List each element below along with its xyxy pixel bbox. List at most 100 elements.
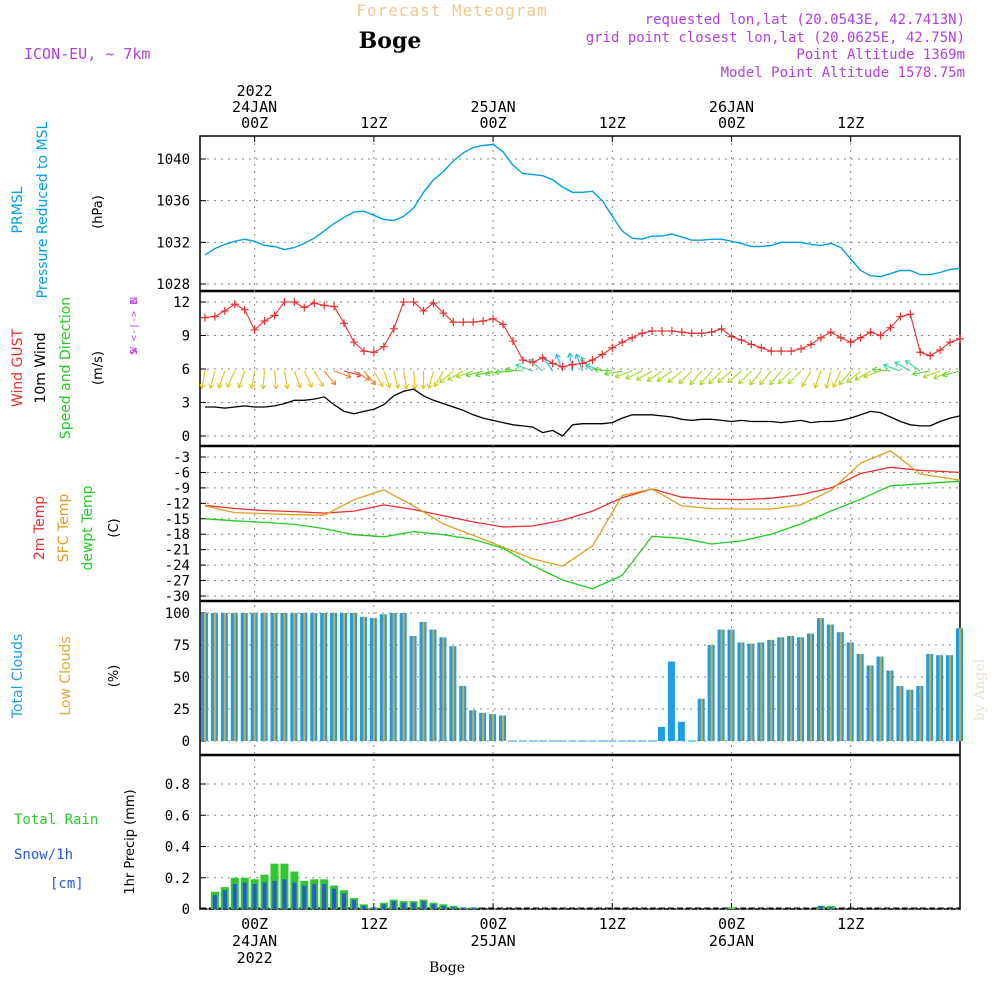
wind-arrow-head — [484, 370, 491, 377]
time-label-top: 12Z — [599, 114, 626, 132]
value-tick-label: 75 — [173, 638, 190, 654]
low-cloud-bar — [700, 698, 703, 741]
gust-marker — [369, 348, 378, 357]
value-tick-label: -12 — [165, 496, 190, 512]
low-cloud-bar — [720, 629, 723, 741]
wind-direction-arrow — [942, 370, 961, 377]
time-label-bottom: 00Z — [718, 915, 745, 933]
low-cloud-bar — [780, 637, 783, 741]
wind-arrow-head — [933, 374, 939, 380]
wind-direction-arrow — [923, 370, 941, 378]
value-tick-label: -30 — [165, 589, 190, 605]
wind10m-line — [205, 388, 961, 437]
low-cloud-bar — [203, 613, 206, 741]
gust-marker — [240, 305, 249, 314]
wind-direction-arrow — [393, 370, 399, 389]
wind-arrow-head — [283, 383, 290, 390]
low-cloud-bar — [740, 642, 743, 741]
gust-marker — [528, 358, 537, 367]
gust-marker — [787, 347, 796, 356]
snow-bar — [322, 884, 327, 909]
wind-arrow-head — [838, 379, 845, 386]
snow-bar — [371, 907, 376, 909]
wind-arrow-head — [912, 370, 918, 377]
low-cloud-bar — [333, 613, 336, 741]
wind-direction-arrow — [636, 370, 653, 381]
low-cloud-bar — [949, 655, 952, 741]
wind-direction-arrow — [777, 370, 792, 385]
wind-direction-arrow — [872, 368, 891, 372]
wind-arrow-head — [678, 378, 685, 385]
model-altitude: Model Point Altitude 1578.75m — [721, 65, 965, 81]
snow-bar — [302, 885, 307, 909]
temp-line — [204, 480, 961, 590]
gust-marker — [538, 353, 547, 362]
total-cloud-bar — [677, 721, 685, 741]
time-label-top: 00Z — [480, 114, 507, 132]
low-cloud-bar — [829, 624, 832, 741]
gust-marker — [628, 333, 637, 342]
t2m-label: 2m Temp — [32, 496, 48, 560]
low-cloud-bar — [770, 639, 773, 741]
low-cloud-bar — [352, 613, 355, 741]
low-cloud-label: Low Clouds — [58, 636, 74, 715]
gust-marker — [479, 316, 488, 325]
wind-direction-arrow — [717, 370, 732, 383]
wind-arrow-head — [439, 377, 445, 384]
wind-arrow-head — [420, 384, 427, 390]
gust-marker — [677, 328, 686, 337]
low-cloud-bar — [313, 613, 316, 741]
low-cloud-bar — [223, 613, 226, 741]
wind-direction-arrow — [273, 370, 277, 389]
low-cloud-bar — [879, 656, 882, 741]
gust-marker — [916, 348, 925, 357]
time-label-top: 12Z — [837, 114, 864, 132]
snow-bar — [252, 884, 257, 909]
gust-marker — [667, 327, 676, 336]
value-tick-label: 1036 — [156, 194, 190, 210]
wind-arrow-head — [426, 383, 433, 389]
wind-arrow-head — [226, 382, 232, 388]
wind-direction-arrow — [854, 370, 871, 381]
time-label-top: 24JAN — [232, 98, 277, 116]
low-cloud-bar — [819, 618, 822, 741]
tsfc-label: SFC Temp — [56, 494, 72, 563]
low-cloud-bar — [730, 629, 733, 741]
gust-marker — [459, 318, 468, 327]
wind-arrow-head — [942, 371, 948, 378]
wind-direction-arrow — [801, 370, 812, 387]
gust-marker — [250, 325, 259, 334]
wind-direction-arrow — [646, 370, 663, 382]
low-cloud-bar — [919, 685, 922, 741]
panel-frames — [199, 135, 961, 910]
gust-marker — [568, 360, 577, 369]
snow-bar — [242, 882, 247, 909]
wind-arrow-head — [411, 384, 418, 390]
wind-direction-arrow — [883, 364, 901, 372]
gust-marker — [330, 302, 339, 311]
snow-bar — [332, 888, 337, 909]
gust-marker — [956, 334, 964, 343]
low-cloud-bar — [859, 653, 862, 741]
wind-arrow-head — [777, 378, 784, 385]
wind-arrow-head — [370, 379, 377, 386]
gust-marker — [588, 356, 597, 365]
value-tick-label: 12 — [173, 295, 190, 311]
low-cloud-bar — [362, 616, 365, 741]
wind-direction-arrow — [575, 353, 584, 372]
snow-bar — [401, 902, 406, 909]
wind-direction-arrow — [209, 370, 216, 389]
low-cloud-bar — [909, 689, 912, 741]
total-cloud-bar — [657, 726, 665, 741]
gust-marker — [767, 347, 776, 356]
wind10m-label: 10m Wind — [33, 332, 49, 403]
wind-arrow-head — [455, 372, 462, 379]
wind-arrow-head — [447, 375, 453, 381]
wind-arrow-head — [738, 378, 744, 385]
low-cloud-bar — [839, 632, 842, 741]
wind-arrow-head — [872, 366, 878, 373]
gust-marker — [687, 329, 696, 338]
snow-label: Snow/1h — [14, 847, 73, 863]
wind-direction-arrow — [528, 359, 544, 372]
